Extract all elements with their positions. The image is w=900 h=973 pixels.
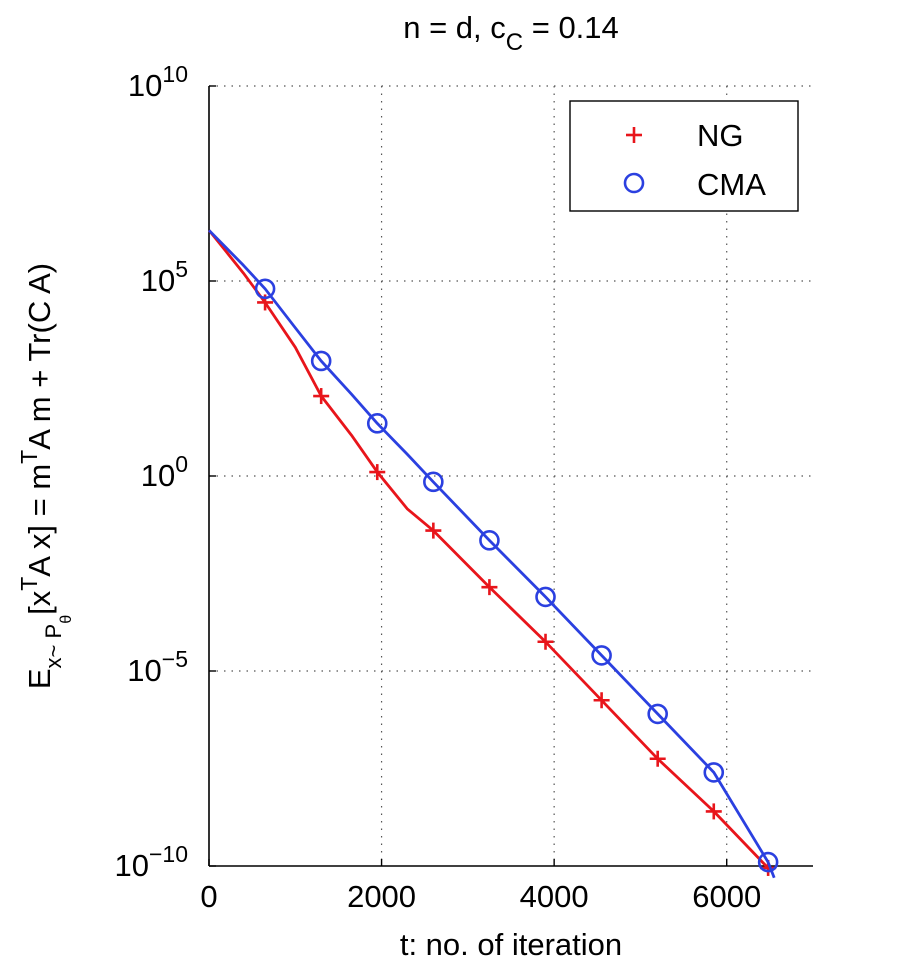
data-point-cma: [366, 413, 388, 434]
data-point-ng: [481, 579, 498, 596]
data-point-ng: [649, 750, 666, 767]
legend: NG CMA: [569, 100, 799, 212]
data-point-cma: [703, 762, 725, 783]
data-point-ng: [313, 388, 330, 405]
data-point-ng: [425, 522, 442, 539]
data-point-cma: [479, 530, 500, 551]
y-tick-label: 105: [141, 256, 188, 298]
legend-item-cma: CMA: [623, 167, 766, 202]
x-tick-label: 0: [200, 879, 217, 914]
series-layer: [207, 229, 779, 879]
legend-item-ng: NG: [626, 118, 744, 153]
y-tick-label: 100: [141, 451, 188, 493]
data-point-ng: [537, 633, 554, 650]
data-point-cma: [757, 851, 779, 873]
y-tick-label: 10−10: [115, 841, 189, 883]
legend-marker-circle: [623, 172, 645, 194]
y-axis-label: Ex~ Pθ[xTA x] = mTA m + Tr(C A): [16, 263, 75, 689]
data-point-cma: [591, 645, 612, 666]
series-line-ng: [207, 229, 770, 869]
data-point-ng: [369, 464, 386, 481]
series-cma: [208, 229, 779, 879]
data-point-ng: [593, 692, 610, 709]
legend-marker-plus: [626, 127, 642, 143]
data-point-cma: [423, 471, 444, 493]
data-point-ng: [705, 803, 722, 820]
data-point-cma: [647, 703, 668, 725]
legend-marker-ng: [626, 127, 642, 143]
chart-title: n = d, cC = 0.14: [403, 10, 619, 56]
x-tick-label: 6000: [692, 879, 761, 914]
series-ng: [207, 229, 777, 876]
legend-box: [569, 100, 799, 212]
legend-label-ng: NG: [697, 118, 744, 153]
legend-marker-cma: [623, 172, 645, 194]
y-tick-label: 1010: [128, 61, 188, 103]
data-point-cma: [254, 278, 276, 300]
axis-ticks: 0 2000 4000 6000 1010 105 100 10−5 10−10: [115, 61, 762, 914]
legend-label-cma: CMA: [697, 167, 766, 202]
x-axis-label: t: no. of iteration: [400, 927, 622, 962]
series-line-cma: [208, 229, 776, 879]
data-point-cma: [310, 350, 332, 372]
data-point-cma: [535, 586, 556, 608]
y-tick-label: 10−5: [127, 646, 188, 688]
x-tick-label: 2000: [347, 879, 416, 914]
x-tick-label: 4000: [520, 879, 589, 914]
